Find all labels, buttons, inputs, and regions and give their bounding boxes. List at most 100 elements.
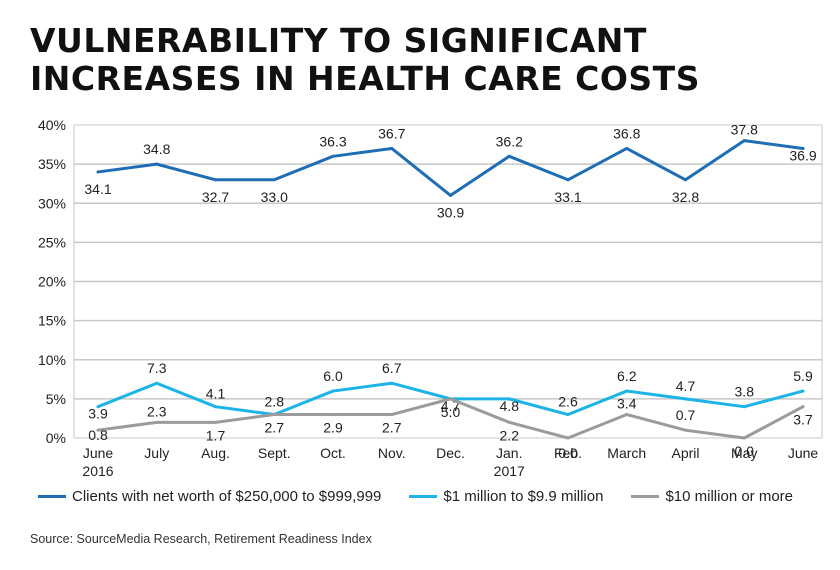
data-point <box>449 193 452 197</box>
data-point <box>390 413 394 417</box>
data-label: 2.2 <box>500 427 520 443</box>
data-label: 7.3 <box>147 360 167 376</box>
data-point <box>155 420 159 424</box>
data-point <box>625 413 629 417</box>
data-point <box>801 146 805 150</box>
x-tick-label: March <box>607 445 646 461</box>
legend-swatch-series-2 <box>409 495 438 498</box>
y-tick-label: 20% <box>38 274 66 290</box>
x-tick-label: June <box>83 445 114 461</box>
data-point <box>742 436 746 440</box>
data-label: 5.0 <box>441 404 461 420</box>
data-point <box>331 389 335 393</box>
x-tick-label: Jan. <box>496 445 522 461</box>
data-label: 34.1 <box>84 181 111 197</box>
legend-label-series-3: $10 million or more <box>665 488 794 505</box>
data-label: 2.6 <box>558 394 578 410</box>
y-tick-label: 40% <box>38 117 66 133</box>
x-tick-label: Oct. <box>320 445 346 461</box>
data-label: 36.3 <box>319 133 346 149</box>
y-tick-label: 25% <box>38 234 66 250</box>
data-point <box>742 139 746 143</box>
data-label: 4.8 <box>500 398 520 414</box>
data-point <box>742 405 746 409</box>
data-label: 4.7 <box>676 378 696 394</box>
x-tick-label: April <box>671 445 699 461</box>
x-tick-label: Feb. <box>554 445 582 461</box>
legend-label-series-2: $1 million to $9.9 million <box>443 488 604 505</box>
chart-title: VULNERABILITY TO SIGNIFICANT INCREASES I… <box>30 21 700 98</box>
data-label: 36.7 <box>378 125 405 141</box>
data-point <box>155 162 159 166</box>
data-label: 36.9 <box>789 147 816 163</box>
data-point <box>566 436 570 440</box>
data-label: 36.2 <box>496 133 523 149</box>
data-label: 6.2 <box>617 368 637 384</box>
data-label: 32.8 <box>672 189 699 205</box>
series-line-1 <box>96 139 805 197</box>
data-label: 3.8 <box>735 384 755 400</box>
y-tick-label: 30% <box>38 195 66 211</box>
data-point <box>390 381 394 385</box>
data-point <box>625 389 629 393</box>
data-point <box>507 397 511 401</box>
x-tick-label: Sept. <box>258 445 291 461</box>
y-tick-label: 5% <box>46 391 66 407</box>
data-label: 0.0 <box>558 445 578 461</box>
data-label: 0.8 <box>88 427 108 443</box>
data-label: 6.7 <box>382 360 402 376</box>
data-point <box>155 381 159 385</box>
data-label: 6.0 <box>323 368 343 384</box>
x-tick-label: May <box>731 445 757 461</box>
y-tick-label: 35% <box>38 156 66 172</box>
x-tick-label: 2017 <box>494 463 525 479</box>
data-point <box>214 420 217 424</box>
legend-item-series-1: Clients with net worth of $250,000 to $9… <box>38 488 381 505</box>
data-point <box>566 413 570 417</box>
data-label: 4.1 <box>206 386 226 402</box>
data-point <box>684 178 687 182</box>
data-label: 32.7 <box>202 189 229 205</box>
data-point <box>566 178 570 182</box>
data-label: 33.1 <box>554 189 581 205</box>
legend-item-series-3: $10 million or more <box>631 488 793 505</box>
x-tick-label: Dec. <box>436 445 465 461</box>
x-tick-label: Nov. <box>378 445 406 461</box>
data-label: 36.8 <box>613 125 640 141</box>
data-point <box>390 146 394 150</box>
data-label: 3.9 <box>88 406 108 422</box>
data-point <box>214 178 217 182</box>
x-tick-label: June <box>788 445 819 461</box>
data-point <box>96 428 100 432</box>
data-point <box>96 170 100 174</box>
y-tick-label: 15% <box>38 313 66 329</box>
data-label: 2.7 <box>265 420 285 436</box>
data-label: 2.8 <box>265 394 285 410</box>
legend: Clients with net worth of $250,000 to $9… <box>38 488 821 505</box>
data-label: 34.8 <box>143 141 170 157</box>
data-point <box>801 389 805 393</box>
data-point <box>214 405 217 409</box>
data-point <box>272 413 276 417</box>
data-point <box>331 413 335 417</box>
data-point <box>507 154 511 158</box>
data-label: 5.9 <box>793 368 813 384</box>
data-label: 2.9 <box>323 420 343 436</box>
data-point <box>96 405 100 409</box>
data-point <box>507 420 511 424</box>
data-label: 0.7 <box>676 407 696 423</box>
data-point <box>684 428 687 432</box>
data-point <box>449 397 452 401</box>
data-label: 3.7 <box>793 412 813 428</box>
legend-swatch-series-3 <box>631 495 660 498</box>
x-tick-label: July <box>144 445 169 461</box>
y-tick-label: 0% <box>46 430 66 446</box>
legend-swatch-series-1 <box>38 495 66 498</box>
legend-item-series-2: $1 million to $9.9 million <box>409 488 603 505</box>
data-label: 1.7 <box>206 427 226 443</box>
x-tick-label: Aug. <box>201 445 230 461</box>
legend-label-series-1: Clients with net worth of $250,000 to $9… <box>72 488 382 505</box>
data-point <box>625 146 629 150</box>
source-note: Source: SourceMedia Research, Retirement… <box>30 532 372 546</box>
data-label: 0.0 <box>735 443 755 459</box>
